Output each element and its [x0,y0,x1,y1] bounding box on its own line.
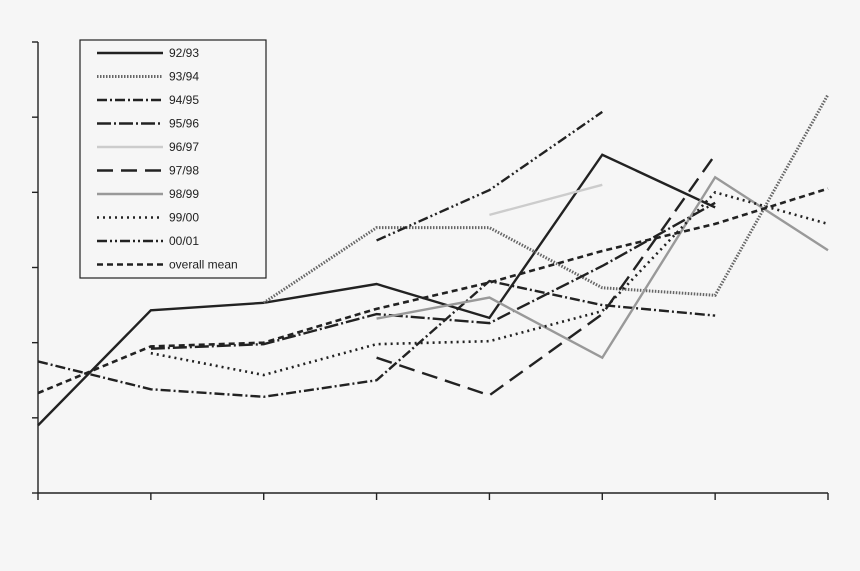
legend-label: 95/96 [169,117,199,131]
legend-label: 96/97 [169,140,199,154]
series-lines [37,93,830,427]
series-line-segment [376,154,717,397]
series-line-segment [489,183,603,217]
series-92-93 [37,153,716,427]
series-93-94 [262,93,830,305]
series-line-segment [150,201,716,350]
series-line-segment [37,153,716,427]
series-overall-mean [37,187,829,395]
series-line-segment [37,279,716,398]
series-line-segment [376,175,829,360]
legend: 92/93 93/94 94/95 95/96 96/97 97/98 98/99 99/00… [79,39,267,279]
legend-label: 94/95 [169,93,199,107]
series-line-segment [262,93,830,305]
series-line-segment [37,187,829,395]
series-line-segment [150,190,829,377]
series-00-01 [376,110,603,242]
legend-label: 98/99 [169,187,199,201]
legend-label: 92/93 [169,46,199,60]
legend-box [79,39,267,279]
series-98-99 [376,175,829,360]
legend-label: 93/94 [169,70,199,84]
legend-label: 99/00 [169,211,199,225]
series-97-98 [376,154,717,397]
series-96-97 [489,183,603,217]
series-95-96 [150,201,716,350]
series-94-95 [37,279,716,398]
series-line-segment [376,110,603,242]
legend-label: overall mean [169,258,238,272]
series-99-00 [150,190,829,377]
chart-axes [32,41,829,500]
legend-label: 97/98 [169,164,199,178]
legend-label: 00/01 [169,234,199,248]
